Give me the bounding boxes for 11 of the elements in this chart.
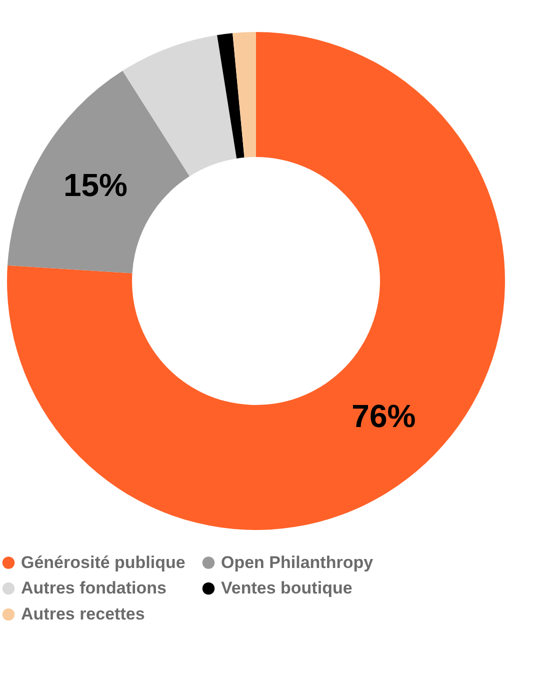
data-label: 15% (63, 167, 128, 204)
legend-label: Ventes boutique (221, 578, 352, 598)
legend-label: Générosité publique (21, 552, 186, 572)
legend-label: Autres recettes (21, 604, 145, 624)
donut-slice (232, 32, 256, 158)
donut-slice (7, 70, 190, 274)
legend-label: Autres fondations (21, 578, 166, 598)
data-label: 76% (352, 398, 416, 434)
donut-slice (217, 33, 244, 159)
donut-slice (7, 32, 505, 530)
legend-label: Open Philanthropy (221, 552, 374, 572)
